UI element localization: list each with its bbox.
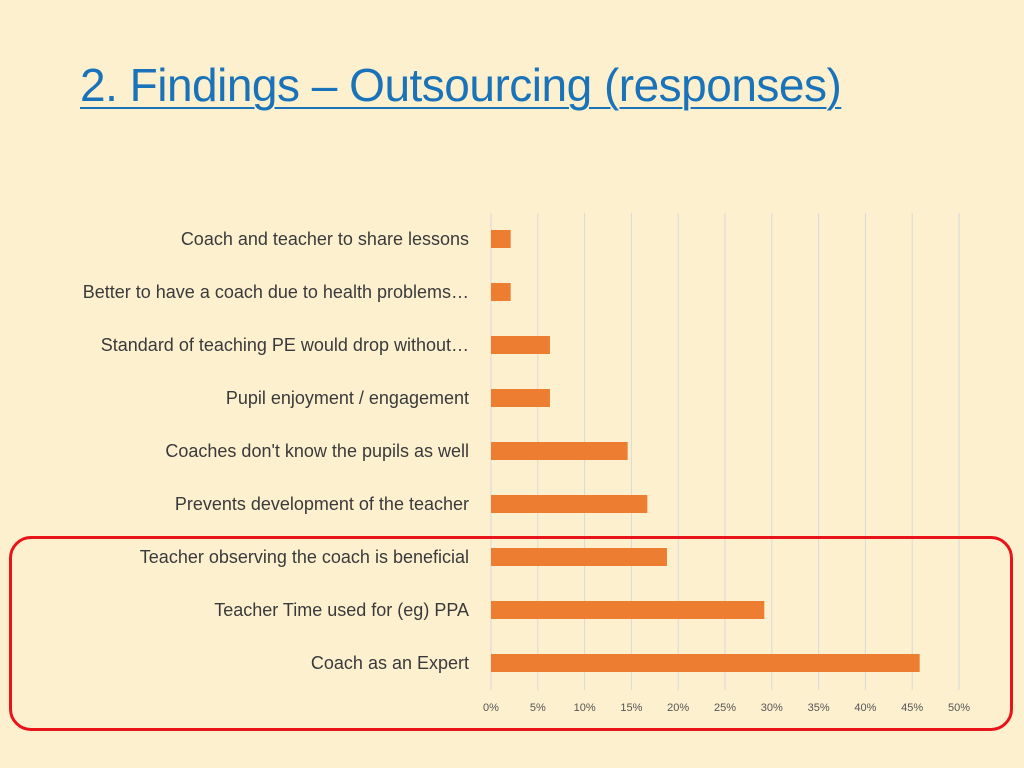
x-tick-label: 0% xyxy=(483,702,499,714)
x-tick-label: 15% xyxy=(620,702,642,714)
category-label: Coaches don't know the pupils as well xyxy=(165,441,469,461)
chart-bar xyxy=(491,336,550,354)
category-label: Prevents development of the teacher xyxy=(175,494,469,514)
x-tick-label: 50% xyxy=(948,702,970,714)
chart-category-labels: Coach and teacher to share lessons Better… xyxy=(83,229,469,673)
category-label: Teacher observing the coach is beneficia… xyxy=(140,547,469,567)
x-tick-label: 5% xyxy=(530,702,546,714)
category-label: Standard of teaching PE would drop witho… xyxy=(101,335,469,355)
chart-bar xyxy=(491,283,511,301)
x-tick-label: 25% xyxy=(714,702,736,714)
x-tick-label: 30% xyxy=(761,702,783,714)
x-tick-label: 20% xyxy=(667,702,689,714)
highlight-box xyxy=(9,536,1013,731)
chart-bar xyxy=(491,230,511,248)
category-label: Better to have a coach due to health pro… xyxy=(83,282,469,302)
category-label: Coach as an Expert xyxy=(311,653,469,673)
x-tick-label: 40% xyxy=(854,702,876,714)
chart-tick-labels: 0% 5% 10% 15% 20% 25% 30% 35% 40% 45% 50% xyxy=(483,702,970,714)
category-label: Coach and teacher to share lessons xyxy=(181,229,469,249)
category-label: Pupil enjoyment / engagement xyxy=(226,388,469,408)
category-label: Teacher Time used for (eg) PPA xyxy=(214,600,469,620)
chart-bar xyxy=(491,442,628,460)
slide-title: 2. Findings – Outsourcing (responses) xyxy=(80,59,842,111)
chart-bars xyxy=(491,230,920,672)
chart-bar xyxy=(491,389,550,407)
x-tick-label: 35% xyxy=(808,702,830,714)
chart-bar xyxy=(491,654,920,672)
x-tick-label: 45% xyxy=(901,702,923,714)
x-tick-label: 10% xyxy=(574,702,596,714)
chart-bar xyxy=(491,601,765,619)
chart-bar xyxy=(491,548,667,566)
chart-bar xyxy=(491,495,648,513)
